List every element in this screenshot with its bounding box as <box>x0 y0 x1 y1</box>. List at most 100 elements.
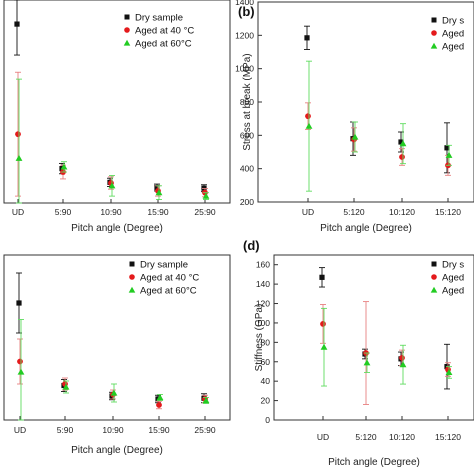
legend-marker-square <box>431 261 437 267</box>
series-b-2 <box>305 102 451 176</box>
x-tick-label: UD <box>302 207 314 217</box>
series-d-2 <box>320 301 451 405</box>
x-axis-label: Pitch angle (Degree) <box>71 445 163 456</box>
data-point-square <box>16 300 22 306</box>
data-point-triangle <box>202 192 210 199</box>
x-tick-label: 5:90 <box>55 207 72 217</box>
data-point-triangle <box>445 369 453 376</box>
data-point-triangle <box>399 361 407 368</box>
legend: Dry sample Aged at 40 °C Aged at 60°C <box>123 13 194 50</box>
legend-label: Dry sample <box>135 13 183 24</box>
data-point-square <box>304 35 310 41</box>
y-tick-label: 200 <box>240 197 254 207</box>
y-tick-label: 40 <box>261 376 271 386</box>
data-point-triangle <box>399 140 407 147</box>
legend-label: Aged <box>442 42 464 53</box>
x-tick-label: 25:90 <box>194 425 216 435</box>
legend-label: Aged at 40 °C <box>140 273 199 284</box>
data-point-circle <box>305 113 311 120</box>
x-tick-label: 5:120 <box>355 432 377 442</box>
legend: Dry sample Aged at 40 °C Aged at 60°C <box>128 260 199 297</box>
legend-marker-square <box>129 261 135 267</box>
data-point-circle <box>399 354 405 361</box>
data-point-triangle <box>108 182 116 189</box>
data-point-triangle <box>156 394 164 401</box>
data-point-triangle <box>17 368 25 375</box>
x-axis-label: Pitch angle (Degree) <box>320 223 412 234</box>
series-d-3 <box>320 307 453 387</box>
data-point-triangle <box>363 359 371 366</box>
legend-marker-circle <box>431 30 437 36</box>
legend-label: Aged at 60°C <box>140 286 197 297</box>
data-point-circle <box>17 358 23 365</box>
legend-marker-triangle <box>128 286 136 293</box>
x-tick-label: 5:120 <box>343 207 365 217</box>
legend-marker-circle <box>124 27 130 33</box>
y-tick-label: 140 <box>256 279 270 289</box>
legend-label: Dry sample <box>140 260 188 271</box>
series-c-3 <box>17 319 210 421</box>
series-a-3 <box>15 78 210 204</box>
x-tick-label: 15:120 <box>435 207 461 217</box>
data-point-circle <box>399 154 405 160</box>
legend-label: Dry s <box>442 16 464 27</box>
data-point-triangle <box>62 383 70 390</box>
legend-marker-triangle <box>123 39 131 46</box>
y-tick-label: 1400 <box>235 0 254 7</box>
legend-marker-triangle <box>430 42 438 49</box>
data-point-square <box>319 274 325 280</box>
data-point-triangle <box>110 389 118 396</box>
x-tick-label: 15:90 <box>147 207 169 217</box>
y-axis-label: Stress at break (MPa) <box>242 53 253 150</box>
x-tick-label: 10:120 <box>389 432 415 442</box>
data-point-circle <box>15 131 21 138</box>
data-point-square <box>14 21 20 27</box>
data-point-triangle <box>60 163 68 170</box>
legend-marker-square <box>431 17 437 23</box>
legend-label: Aged <box>442 29 464 40</box>
chart-panel-b: 200 400 600 800 1000 1200 1400 Stress at break … <box>235 0 474 234</box>
data-point-triangle <box>351 133 359 140</box>
x-axis-label: Pitch angle (Degree) <box>71 223 163 234</box>
y-tick-label: 0 <box>265 415 270 425</box>
legend: Dry s Aged Aged <box>430 16 464 53</box>
y-tick-label: 60 <box>261 357 271 367</box>
series-b-1 <box>304 25 450 174</box>
data-point-square <box>398 139 404 145</box>
legend-marker-circle <box>129 274 135 280</box>
y-tick-label: 100 <box>256 318 270 328</box>
legend-marker-triangle <box>430 286 438 293</box>
y-tick-label: 1200 <box>235 30 254 40</box>
series-d-1 <box>319 267 450 390</box>
chart-panel-c: UD 5:90 10:90 15:90 25:90 Pitch angle (Degree… <box>3 254 231 456</box>
y-tick-label: 400 <box>240 164 254 174</box>
x-tick-label: 15:120 <box>435 432 461 442</box>
y-tick-label: 800 <box>240 97 254 107</box>
x-tick-label: 10:120 <box>389 207 415 217</box>
data-point-circle <box>156 402 162 408</box>
plot-frame <box>3 254 231 421</box>
panel-label-d: (d) <box>243 238 260 253</box>
data-point-triangle <box>305 122 313 129</box>
x-tick-label: 10:90 <box>100 207 122 217</box>
legend-label: Aged <box>442 286 464 297</box>
series-b-3 <box>305 60 453 192</box>
data-point-triangle <box>445 151 453 158</box>
data-point-triangle <box>15 154 23 161</box>
data-point-square <box>444 145 450 151</box>
x-tick-label: 15:90 <box>148 425 170 435</box>
x-tick-label: 25:90 <box>194 207 216 217</box>
x-tick-label: UD <box>12 207 24 217</box>
legend-label: Aged at 60°C <box>135 39 192 50</box>
y-tick-label: 600 <box>240 130 254 140</box>
chart-panel-d: 0 20 40 60 80 100 120 140 160 Stiffness (GPa) UD 5:… <box>254 254 474 468</box>
y-tick-label: 120 <box>256 299 270 309</box>
x-axis-label: Pitch angle (Degree) <box>328 457 420 468</box>
legend-marker-square <box>124 14 130 20</box>
data-point-square <box>154 184 160 191</box>
plot-frame <box>3 0 231 204</box>
y-tick-label: 160 <box>256 260 270 270</box>
x-tick-label: UD <box>14 425 26 435</box>
legend-label: Dry s <box>442 260 464 271</box>
